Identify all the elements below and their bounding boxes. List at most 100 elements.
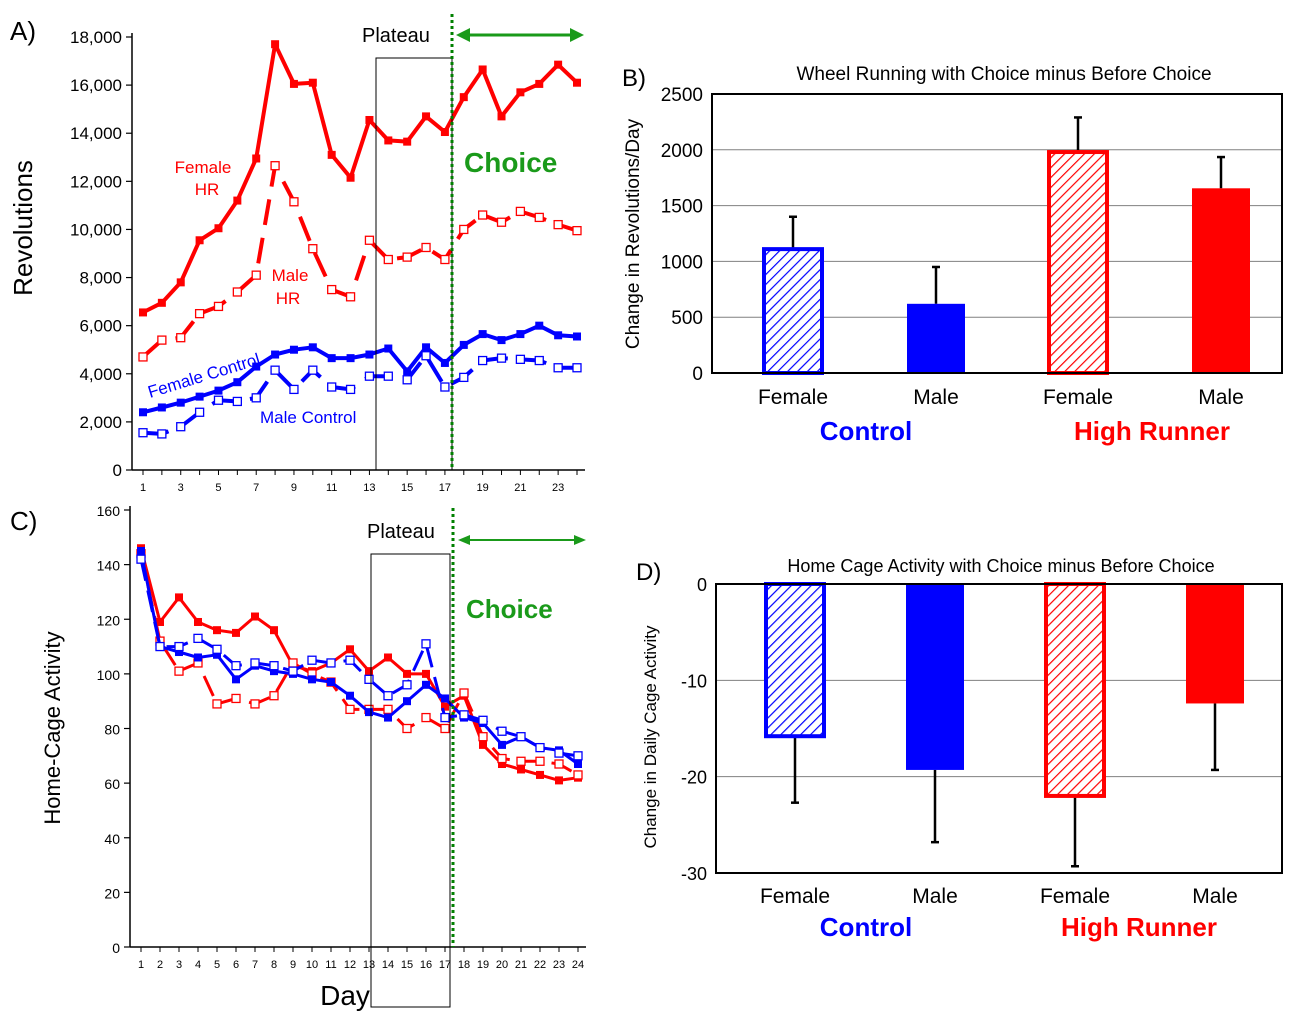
series-label-female-hr-line1: Female bbox=[175, 158, 232, 177]
series-3-point bbox=[364, 371, 375, 381]
series-1-point bbox=[402, 723, 412, 734]
x-tick-label: 21 bbox=[515, 959, 527, 971]
panel-a-plateau-label: Plateau bbox=[362, 25, 430, 47]
series-0-point bbox=[403, 137, 412, 146]
series-1-point bbox=[194, 308, 205, 319]
bar-3 bbox=[1186, 584, 1244, 704]
y-tick-label: 0 bbox=[113, 461, 122, 480]
series-1-point bbox=[421, 712, 431, 723]
series-1-point bbox=[421, 242, 431, 253]
series-3-point bbox=[345, 384, 356, 395]
panel-c-plateau-box bbox=[370, 553, 451, 1008]
x-tick-label: 9 bbox=[290, 959, 296, 971]
series-2-point bbox=[554, 331, 563, 340]
series-label-male-hr-line1: Male bbox=[272, 266, 309, 285]
y-tick-label: 1500 bbox=[661, 197, 703, 218]
series-0-point bbox=[498, 760, 506, 769]
x-tick-label: 9 bbox=[291, 482, 297, 494]
series-label-male-control: Male Control bbox=[260, 408, 356, 427]
series-0-point bbox=[194, 617, 202, 626]
series-3-point bbox=[251, 393, 261, 403]
series-2-point bbox=[175, 648, 183, 657]
series-2-point bbox=[459, 340, 468, 349]
panel-c-plateau-label: Plateau bbox=[367, 521, 435, 543]
series-1-point bbox=[308, 244, 318, 254]
series-0-point bbox=[213, 626, 221, 635]
series-1-point bbox=[176, 333, 186, 343]
series-0-point bbox=[554, 60, 563, 69]
series-3-point bbox=[554, 748, 564, 758]
x-tick-label: 3 bbox=[176, 959, 182, 971]
series-2-point bbox=[139, 408, 147, 417]
bar-0 bbox=[764, 582, 826, 739]
series-3-point bbox=[155, 641, 165, 652]
x-category-label: Female bbox=[1040, 885, 1110, 908]
panel-c-letter: C) bbox=[10, 506, 37, 536]
series-0-point bbox=[346, 645, 354, 654]
series-0-point bbox=[516, 88, 525, 97]
series-2-point bbox=[441, 694, 449, 703]
series-1-point bbox=[289, 197, 299, 207]
series-1-point bbox=[440, 254, 450, 265]
x-tick-label: 13 bbox=[363, 959, 375, 971]
y-tick-label: 14,000 bbox=[70, 124, 122, 143]
x-tick-label: 20 bbox=[496, 959, 508, 971]
series-3-point bbox=[136, 554, 146, 564]
series-0-point bbox=[459, 93, 468, 102]
x-tick-label: 23 bbox=[552, 482, 564, 494]
x-tick-label: 7 bbox=[252, 959, 258, 971]
series-1-point bbox=[138, 352, 148, 362]
series-1-point bbox=[478, 732, 488, 742]
series-1-point bbox=[572, 225, 582, 236]
series-2-point bbox=[327, 678, 335, 687]
x-tick-label: 19 bbox=[477, 482, 489, 494]
y-tick-label: 100 bbox=[97, 667, 121, 683]
series-2-point bbox=[346, 354, 355, 363]
x-tick-label: 5 bbox=[215, 482, 221, 494]
series-2-point bbox=[327, 354, 336, 363]
series-3-point bbox=[402, 375, 412, 385]
series-2-point bbox=[497, 336, 506, 345]
series-1-point bbox=[534, 212, 544, 223]
series-0-point bbox=[422, 669, 430, 678]
x-tick-label: 10 bbox=[306, 959, 318, 971]
series-0-point bbox=[555, 776, 563, 785]
y-tick-label: 2500 bbox=[661, 85, 703, 106]
x-tick-label: 23 bbox=[553, 959, 565, 971]
panel-c-choice-label: Choice bbox=[466, 594, 553, 624]
series-2-point bbox=[365, 708, 373, 717]
panel-c-series bbox=[136, 544, 583, 785]
panel-a-letter: A) bbox=[10, 16, 36, 46]
series-3-point bbox=[213, 395, 224, 405]
panel-b-ticks: 0 500 1000 1500 2000 2500 Female Male Female Male bbox=[661, 85, 1244, 409]
x-tick-label: 21 bbox=[514, 482, 526, 494]
series-label-male-hr-line2: HR bbox=[276, 289, 301, 308]
series-3-point bbox=[364, 674, 374, 684]
panel-b-group-control: Control bbox=[820, 416, 912, 446]
series-0-point bbox=[497, 112, 506, 121]
y-tick-label: 500 bbox=[671, 308, 703, 329]
series-3-point bbox=[383, 371, 393, 381]
series-1-point bbox=[497, 753, 507, 764]
x-category-label: Female bbox=[760, 885, 830, 908]
x-category-label: Female bbox=[1043, 386, 1113, 409]
y-tick-label: 12,000 bbox=[70, 172, 122, 191]
series-3-point bbox=[307, 655, 317, 665]
series-3-point bbox=[232, 396, 242, 407]
series-2-point bbox=[440, 358, 449, 367]
panel-d-chart: D) Home Cage Activity with Choice minus … bbox=[636, 556, 1283, 942]
series-3-point bbox=[496, 353, 507, 363]
series-1-point bbox=[440, 723, 450, 734]
panel-d-bars bbox=[764, 582, 1244, 868]
series-0-point bbox=[157, 298, 166, 307]
series-3-point bbox=[250, 658, 260, 668]
series-3-point bbox=[402, 680, 412, 690]
y-tick-label: 1000 bbox=[661, 252, 703, 273]
series-1-point bbox=[327, 284, 337, 295]
series-1-point bbox=[459, 688, 469, 698]
series-1-point bbox=[232, 287, 242, 297]
panel-d-title: Home Cage Activity with Choice minus Bef… bbox=[787, 556, 1214, 576]
series-2-point bbox=[498, 740, 506, 749]
series-1-point bbox=[212, 699, 222, 709]
